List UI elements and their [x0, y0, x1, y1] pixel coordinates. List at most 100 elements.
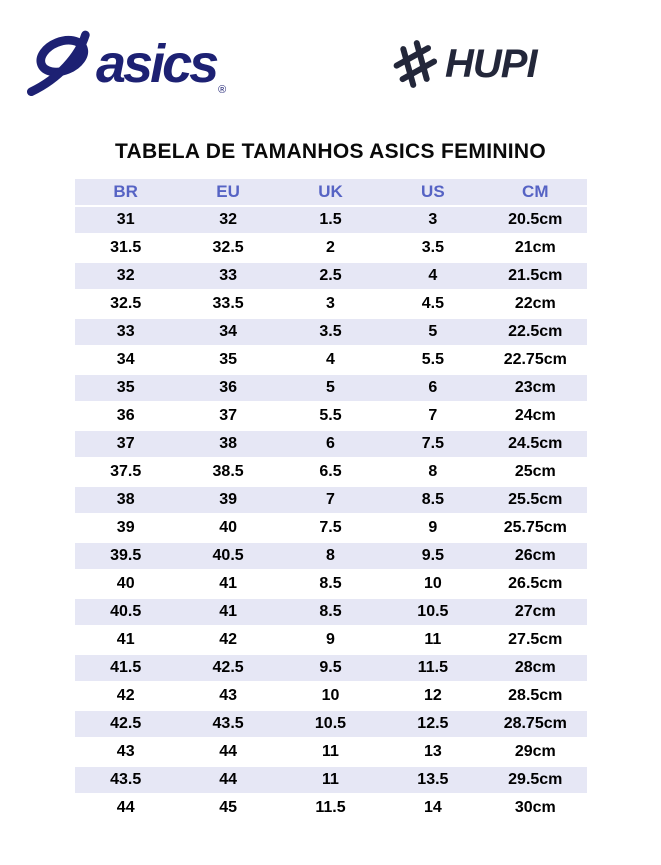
table-cell: 32.5 [110, 295, 142, 312]
table-cell: 8.5 [319, 603, 342, 620]
table-cell: 14 [423, 799, 442, 816]
table-cell: 22.75cm [503, 351, 567, 368]
table-cell: 32 [116, 267, 135, 284]
table-cell: 22cm [514, 295, 556, 312]
table-cell: 7 [326, 491, 335, 508]
table-cell: 25cm [514, 463, 556, 480]
table-cell: 43 [116, 743, 135, 760]
table-cell: 32.5 [212, 239, 244, 256]
table-row: 31.5 32.5 2 3.5 21cm [74, 235, 587, 261]
table-cell: 24cm [514, 407, 556, 424]
size-table-body: 31 32 1.5 3 20.5cm 31.5 32.5 2 3.5 21cm 32 33 2.5 4 21… [74, 207, 587, 821]
table-row: 39.5 40.5 8 9.5 26cm [74, 543, 587, 569]
table-cell: 4.5 [421, 295, 444, 312]
table-row: 35 36 5 6 23cm [74, 375, 587, 401]
table-cell: 13.5 [417, 771, 449, 788]
table-cell: 7.5 [421, 435, 444, 452]
table-cell: 43.5 [110, 771, 142, 788]
hupi-logo: HUPI [392, 40, 538, 88]
table-cell: 42.5 [110, 715, 142, 732]
table-cell: 40 [116, 575, 135, 592]
table-cell: 31.5 [110, 239, 142, 256]
table-row: 40 41 8.5 10 26.5cm [74, 571, 587, 597]
table-header-cell-uk: UK [318, 182, 343, 201]
table-row: 43.5 44 11 13.5 29.5cm [74, 767, 587, 793]
table-cell: 36 [116, 407, 135, 424]
table-cell: 4 [428, 267, 438, 284]
table-cell: 37.5 [110, 463, 142, 480]
table-cell: 11 [322, 743, 339, 760]
hupi-wordmark: HUPI [445, 42, 538, 86]
table-cell: 8 [428, 463, 438, 480]
table-cell: 29.5cm [508, 771, 563, 788]
table-cell: 5.5 [421, 351, 444, 368]
table-cell: 5 [326, 379, 335, 396]
table-row: 42 43 10 12 28.5cm [74, 683, 587, 709]
table-cell: 12 [423, 687, 442, 704]
table-row: 37 38 6 7.5 24.5cm [74, 431, 587, 457]
table-cell: 8 [326, 547, 335, 564]
table-row: 38 39 7 8.5 25.5cm [74, 487, 587, 513]
table-cell: 33.5 [212, 295, 244, 312]
table-cell: 9 [326, 631, 335, 648]
table-cell: 40 [219, 519, 237, 536]
registered-trademark-icon: ® [218, 84, 227, 96]
table-cell: 27cm [514, 603, 556, 620]
table-cell: 44 [219, 743, 237, 760]
table-cell: 4 [326, 351, 335, 368]
table-row: 40.5 41 8.5 10.5 27cm [74, 599, 587, 625]
table-cell: 27.5cm [508, 631, 563, 648]
table-cell: 43.5 [212, 715, 244, 732]
table-cell: 23cm [514, 379, 556, 396]
table-cell: 42.5 [212, 659, 244, 676]
table-cell: 43 [219, 687, 237, 704]
table-cell: 12.5 [417, 715, 449, 732]
table-cell: 30cm [514, 799, 556, 816]
table-header-cell-br: BR [113, 182, 138, 201]
table-cell: 38.5 [212, 463, 244, 480]
asics-logo: asics ® [26, 28, 226, 100]
table-cell: 22.5cm [508, 323, 563, 340]
table-cell: 20.5cm [508, 211, 563, 228]
table-row: 39 40 7.5 9 25.75cm [74, 515, 587, 541]
table-cell: 32 [219, 211, 237, 228]
table-cell: 39.5 [110, 547, 142, 564]
table-cell: 26.5cm [508, 575, 563, 592]
table-header-cell-eu: EU [216, 182, 240, 201]
hupi-hash-icon [393, 40, 438, 88]
table-row: 32.5 33.5 3 4.5 22cm [74, 291, 587, 317]
table-cell: 35 [116, 379, 135, 396]
table-cell: 26cm [514, 547, 556, 564]
table-cell: 24.5cm [508, 435, 563, 452]
table-cell: 34 [116, 351, 135, 368]
table-cell: 25.5cm [508, 491, 563, 508]
table-cell: 41 [219, 575, 237, 592]
table-row: 37.5 38.5 6.5 8 25cm [74, 459, 587, 485]
table-cell: 33 [116, 323, 135, 340]
table-cell: 35 [219, 351, 237, 368]
table-cell: 45 [219, 799, 237, 816]
table-cell: 44 [219, 771, 237, 788]
table-cell: 9.5 [421, 547, 444, 564]
table-cell: 2.5 [319, 267, 342, 284]
size-table: BR EU UK US CM 31 32 1.5 3 20.5cm 31.5 32.5 2 3.5 21c… [74, 177, 587, 823]
logo-bar: asics ® HUPI [0, 0, 661, 118]
table-cell: 11.5 [315, 799, 346, 816]
table-row: 36 37 5.5 7 24cm [74, 403, 587, 429]
size-table-head: BR EU UK US CM [74, 179, 587, 205]
table-cell: 3.5 [421, 239, 444, 256]
table-cell: 9.5 [319, 659, 342, 676]
table-cell: 39 [116, 519, 135, 536]
table-row: 34 35 4 5.5 22.75cm [74, 347, 587, 373]
asics-wordmark: asics [96, 34, 219, 94]
table-cell: 7.5 [319, 519, 342, 536]
table-cell: 41 [219, 603, 237, 620]
table-cell: 5.5 [319, 407, 342, 424]
table-cell: 38 [116, 491, 135, 508]
table-cell: 41.5 [110, 659, 142, 676]
table-cell: 42 [116, 687, 135, 704]
table-cell: 6.5 [319, 463, 342, 480]
table-cell: 10.5 [417, 603, 449, 620]
table-header-cell-us: US [421, 182, 445, 201]
table-cell: 10.5 [314, 715, 347, 732]
